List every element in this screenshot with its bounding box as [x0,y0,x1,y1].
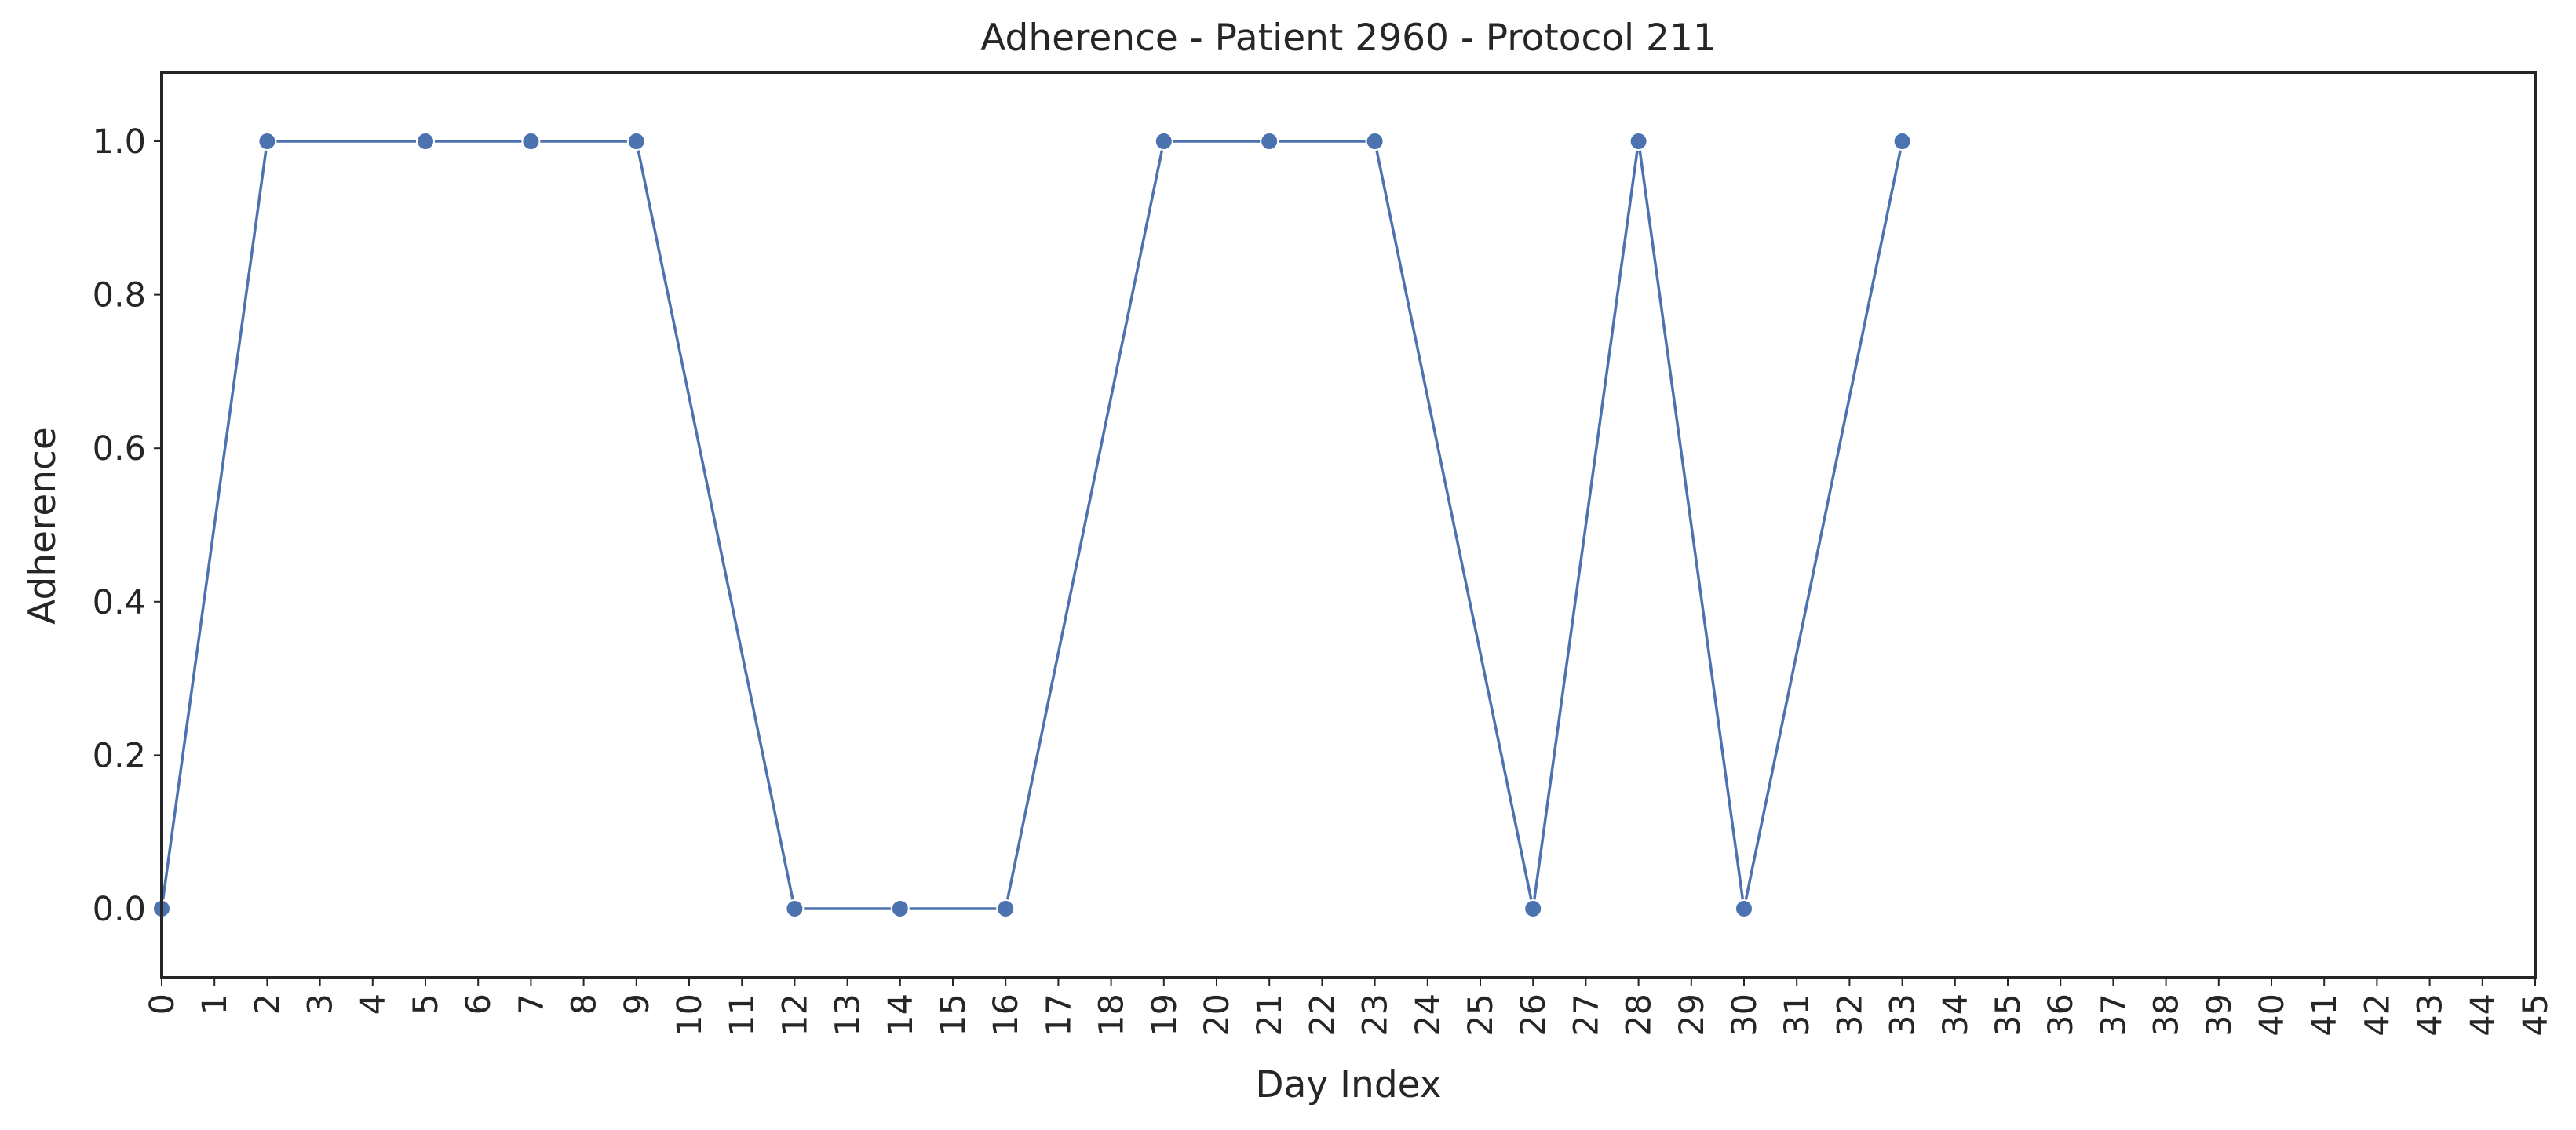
y-axis-label: Adherence [21,427,64,625]
plot-frame [160,71,2537,979]
x-tick-label: 11 [723,993,762,1037]
x-tick-label: 12 [775,993,815,1037]
x-tick-label: 24 [1409,993,1448,1037]
x-tick-label: 9 [618,993,657,1015]
data-point [996,899,1016,918]
data-point [785,899,805,918]
data-point [257,132,277,151]
x-tick-label: 39 [2200,993,2239,1037]
x-tick-label: 27 [1567,993,1606,1037]
x-tick-label: 21 [1250,993,1290,1037]
x-tick-label: 25 [1461,993,1501,1037]
x-tick-label: 4 [354,993,393,1015]
y-tick-label: 0.6 [93,429,146,468]
x-tick-label: 18 [1093,993,1132,1037]
x-tick-label: 35 [1989,993,2028,1037]
y-tick-label: 0.4 [93,583,146,622]
x-tick-label: 44 [2464,993,2503,1037]
data-point [626,132,646,151]
x-tick-label: 31 [1778,993,1817,1037]
x-tick-label: 29 [1673,993,1712,1037]
x-tick-label: 10 [670,993,710,1037]
x-tick-label: 1 [195,993,235,1015]
data-point [890,899,910,918]
data-point [1154,132,1173,151]
x-tick-label: 17 [1039,993,1078,1037]
data-point [521,132,541,151]
x-tick-label: 0 [143,993,182,1015]
x-tick-label: 6 [459,993,498,1015]
x-tick-label: 28 [1620,993,1659,1037]
x-tick-label: 19 [1145,993,1184,1037]
x-tick-label: 3 [301,993,341,1015]
x-tick-label: 43 [2411,993,2450,1037]
data-point [1365,132,1385,151]
y-tick-label: 0.8 [93,276,146,315]
data-point [1260,132,1279,151]
x-tick-label: 20 [1198,993,1237,1037]
data-point [416,132,435,151]
chart-title: Adherence - Patient 2960 - Protocol 211 [980,16,1717,60]
data-point [1523,899,1543,918]
x-tick-label: 22 [1303,993,1342,1037]
x-tick-label: 32 [1830,993,1870,1037]
x-tick-label: 14 [881,993,921,1037]
x-tick-label: 26 [1514,993,1553,1037]
y-tick-label: 1.0 [93,122,146,162]
x-tick-label: 8 [565,993,604,1015]
x-tick-label: 37 [2094,993,2133,1037]
x-tick-label: 16 [987,993,1026,1037]
x-tick-label: 34 [1936,993,1976,1037]
x-tick-label: 23 [1356,993,1396,1037]
data-point [1629,132,1648,151]
x-axis-label: Day Index [1255,1063,1441,1106]
x-tick-label: 36 [2041,993,2081,1037]
x-tick-label: 38 [2147,993,2187,1037]
x-tick-label: 15 [934,993,973,1037]
x-tick-label: 42 [2358,993,2397,1037]
x-tick-label: 13 [829,993,868,1037]
data-point [1735,899,1753,918]
plot-area: 0.00.20.40.60.81.00 1 2 3 4 5 6 7 8 9 10 11 12 13 14 15… [93,71,2556,1037]
y-tick-label: 0.2 [93,736,146,775]
x-tick-label: 7 [512,993,551,1015]
x-tick-label: 41 [2305,993,2344,1037]
data-point [1892,132,1912,151]
y-tick-label: 0.0 [93,890,146,929]
series-line [160,140,1904,910]
x-tick-label: 40 [2253,993,2292,1037]
x-tick-label: 45 [2516,993,2556,1037]
x-tick-label: 2 [248,993,287,1015]
x-tick-label: 5 [407,993,446,1015]
x-tick-label: 33 [1884,993,1923,1037]
x-tick-label: 30 [1725,993,1764,1037]
